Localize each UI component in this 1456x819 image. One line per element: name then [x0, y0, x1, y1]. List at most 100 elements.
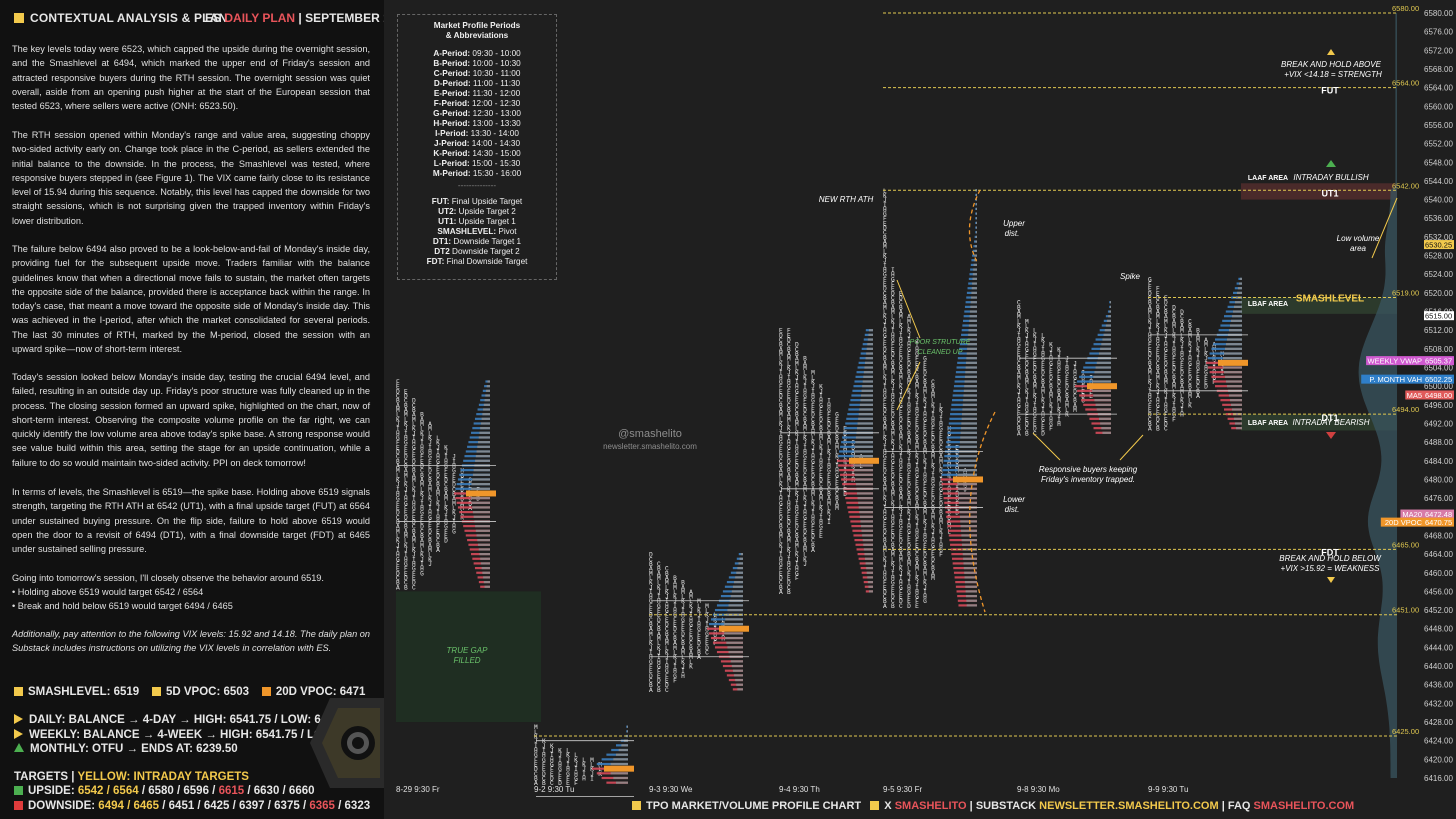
legend-abbrev-row: FDT: Final Downside Target [426, 257, 528, 266]
faq-link[interactable]: SMASHELITO.COM [1253, 800, 1355, 812]
marker-tag-bg [1380, 517, 1424, 527]
lbaf-upper-label: LBAF AREA [1248, 301, 1288, 308]
volume-bar-grey [964, 571, 977, 574]
x-handle-link[interactable]: SMASHELITO [894, 800, 967, 812]
tpo-row: E F G H I J [779, 388, 823, 395]
tpo-row: K [534, 734, 538, 741]
tpo-row: C D E F G H I J K L [649, 617, 725, 624]
price-tick-label: 6444.00 [1424, 643, 1453, 652]
tpo-row: F G H I J [396, 561, 432, 568]
volume-bar-grey [860, 399, 873, 402]
legend-period-row: B-Period: 10:00 - 10:30 [433, 59, 521, 68]
tpo-row: F G [883, 276, 895, 283]
volume-bar-grey [1096, 408, 1111, 411]
tpo-row: F G H I J K L M [649, 603, 709, 610]
tpo-row: G H I J K L M A B [883, 514, 951, 521]
tpo-row: I J K L M A B C [649, 650, 709, 657]
vpoc5-square-icon [151, 687, 161, 696]
tpo-row: A B C D E F G H [883, 542, 943, 549]
volume-bar-grey [1223, 357, 1242, 360]
price-tick-label: 6440.00 [1424, 662, 1453, 671]
tpo-row: M A B C D E F G H I [779, 472, 855, 479]
volume-bar-grey [958, 464, 977, 467]
tpo-row: I J K L [779, 552, 807, 559]
tpo-row: I J K L M A B [1148, 328, 1200, 335]
tpo-row: A B C D E F G H [396, 463, 456, 470]
volume-bar-grey [971, 287, 977, 290]
volume-bar-grey [736, 683, 743, 686]
tpo-row: K L M A B C D E F G [883, 496, 959, 503]
tpo-row: K L M A B [649, 580, 685, 587]
tpo-row: I [883, 262, 887, 269]
laaf-label: LAAF AREA [1248, 175, 1288, 182]
tpo-row: B C [779, 584, 791, 591]
paragraph-6: Going into tomorrow's session, I'll clos… [12, 573, 324, 583]
tpo-row: D E F G H I J K [883, 407, 943, 414]
legend-abbrev-row: FUT: Final Upside Target [431, 197, 523, 206]
volume-bar-grey [866, 571, 873, 574]
marker-value: 6502.25 [1425, 375, 1452, 384]
session-date-label: 9-5 9:30 Fr [883, 785, 922, 794]
volume-bar-grey [968, 333, 977, 336]
tpo-row: G H I J K L M [883, 575, 935, 582]
session-date-label: 9-8 9:30 Mo [1017, 785, 1060, 794]
volume-bar-grey [1223, 366, 1242, 369]
volume-bar-grey [965, 590, 977, 593]
volume-bar-grey [1229, 329, 1242, 332]
tpo-row: I J K L M A [396, 547, 440, 554]
tpo-row: L M A B C D E F G [883, 430, 951, 437]
tpo-row: J K L M A B C D [1148, 384, 1208, 391]
tpo-row: K L M A B C D E F G [396, 477, 472, 484]
tpo-row: A [1017, 309, 1021, 316]
tpo-row: H I J K L M A B C D [883, 449, 959, 456]
arrow-up-icon [1327, 49, 1335, 55]
session-profile: A B CB C DC D E FD E F G HE F G H IF G H… [1148, 276, 1248, 433]
volume-bar-grey [858, 506, 873, 509]
callout-line [1119, 434, 1144, 461]
poc-bar [849, 457, 879, 464]
volume-bar-grey [865, 557, 873, 560]
tpo-row: D E F G H I J K L M A [534, 766, 618, 773]
volume-bar-grey [610, 762, 628, 766]
tpo-row: M A B C D E F G [779, 412, 839, 419]
tpo-row: A B C D E F G H I J [779, 468, 855, 475]
volume-bar-grey [961, 539, 977, 542]
volume-bar-grey [1233, 413, 1242, 416]
volume-bar-grey [962, 408, 977, 411]
tpo-row: H I J K L M A [883, 570, 935, 577]
volume-bar-grey [1225, 347, 1242, 350]
volume-bar-grey [724, 622, 743, 626]
tpo-row: J K L M A B [396, 542, 440, 549]
tpo-row: K L M A B C D E F [779, 482, 847, 489]
tpo-row: E F G H I J K L [883, 402, 943, 409]
volume-bar-grey [976, 226, 977, 229]
volume-bar-grey [858, 501, 873, 504]
price-tick-label: 6492.00 [1424, 419, 1453, 428]
volume-bar-grey [976, 217, 977, 220]
tpo-row: E F G H I [1148, 407, 1184, 414]
volume-bar-grey [627, 725, 628, 728]
volume-bar-grey [725, 636, 743, 640]
price-tick-label: 6468.00 [1424, 531, 1453, 540]
lbaf-lower-zone [1241, 414, 1397, 431]
volume-bar-grey [857, 497, 873, 500]
volume-bar-grey [867, 576, 873, 579]
tpo-row: A B C D E F [883, 360, 927, 367]
volume-bar-grey [965, 361, 977, 364]
volume-bar-grey [1229, 394, 1242, 397]
level-name-label: SMASHLEVEL [1296, 294, 1364, 305]
volume-bar-grey [1224, 352, 1242, 355]
substack-link[interactable]: NEWSLETTER.SMASHELITO.COM [1039, 800, 1219, 812]
tpo-row: G H I J K [779, 379, 815, 386]
tpo-row: M A B C D [1148, 309, 1184, 316]
price-tick-label: 6552.00 [1424, 140, 1453, 149]
tpo-row: D E [396, 388, 408, 395]
intraday-bullish-label: INTRADAY BULLISH [1293, 173, 1369, 182]
tpo-row: B C D E F [1017, 426, 1053, 433]
volume-bar-grey [627, 730, 628, 733]
volume-bar-grey [958, 459, 977, 462]
volume-bar-grey [964, 576, 977, 579]
tpo-row: B C D E F G [883, 356, 927, 363]
true-gap-label-2: FILLED [453, 656, 480, 665]
level-price-label: 6564.00 [1392, 79, 1419, 88]
